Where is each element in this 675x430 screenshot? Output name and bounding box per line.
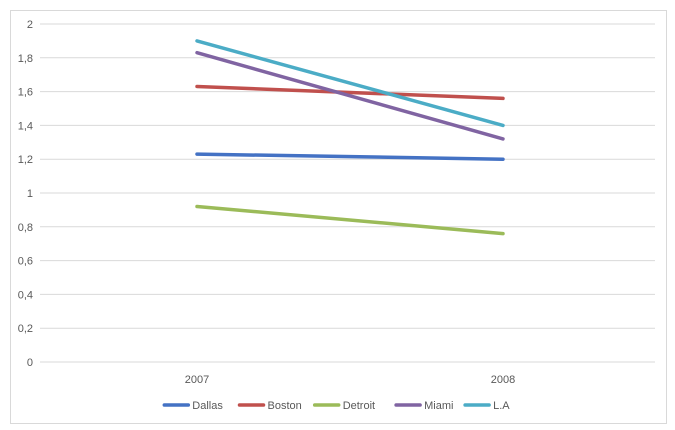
legend-label: Detroit (343, 400, 375, 412)
y-tick-label: 0,2 (18, 323, 33, 335)
y-tick-label: 1,8 (18, 53, 33, 65)
legend-label: Boston (268, 400, 302, 412)
y-tick-label: 1,2 (18, 154, 33, 166)
y-tick-label: 1 (27, 188, 33, 200)
series-line-dallas (195, 152, 505, 161)
series-line-miami (195, 50, 505, 141)
legend-label: Dallas (192, 400, 223, 412)
series-line-boston (195, 84, 505, 101)
y-tick-label: 0,6 (18, 256, 33, 268)
y-tick-label: 0 (27, 357, 33, 369)
gridlines (40, 23, 655, 363)
legend-item: Boston (237, 400, 302, 412)
y-tick-label: 1,6 (18, 87, 33, 99)
series-lines (195, 39, 505, 236)
y-axis-tick-labels: 0 0,2 0,4 0,6 0,8 1 1,2 1,4 1,6 1,8 2 (18, 19, 33, 369)
series-line-l-a (195, 39, 505, 128)
legend-label: L.A (493, 400, 510, 412)
legend-item: Detroit (312, 400, 375, 412)
y-tick-label: 0,4 (18, 289, 33, 301)
legend-item: Dallas (162, 400, 223, 412)
y-tick-label: 1,4 (18, 120, 33, 132)
legend: Dallas Boston Detroit Miami L.A (162, 400, 510, 412)
x-tick-label: 2007 (185, 374, 209, 386)
y-tick-label: 2 (27, 19, 33, 31)
series-line-detroit (195, 204, 505, 236)
y-tick-label: 0,8 (18, 222, 33, 234)
legend-label: Miami (424, 400, 453, 412)
x-axis-tick-labels: 2007 2008 (185, 374, 515, 386)
x-tick-label: 2008 (491, 374, 515, 386)
legend-item: L.A (463, 400, 510, 412)
legend-item: Miami (394, 400, 453, 412)
